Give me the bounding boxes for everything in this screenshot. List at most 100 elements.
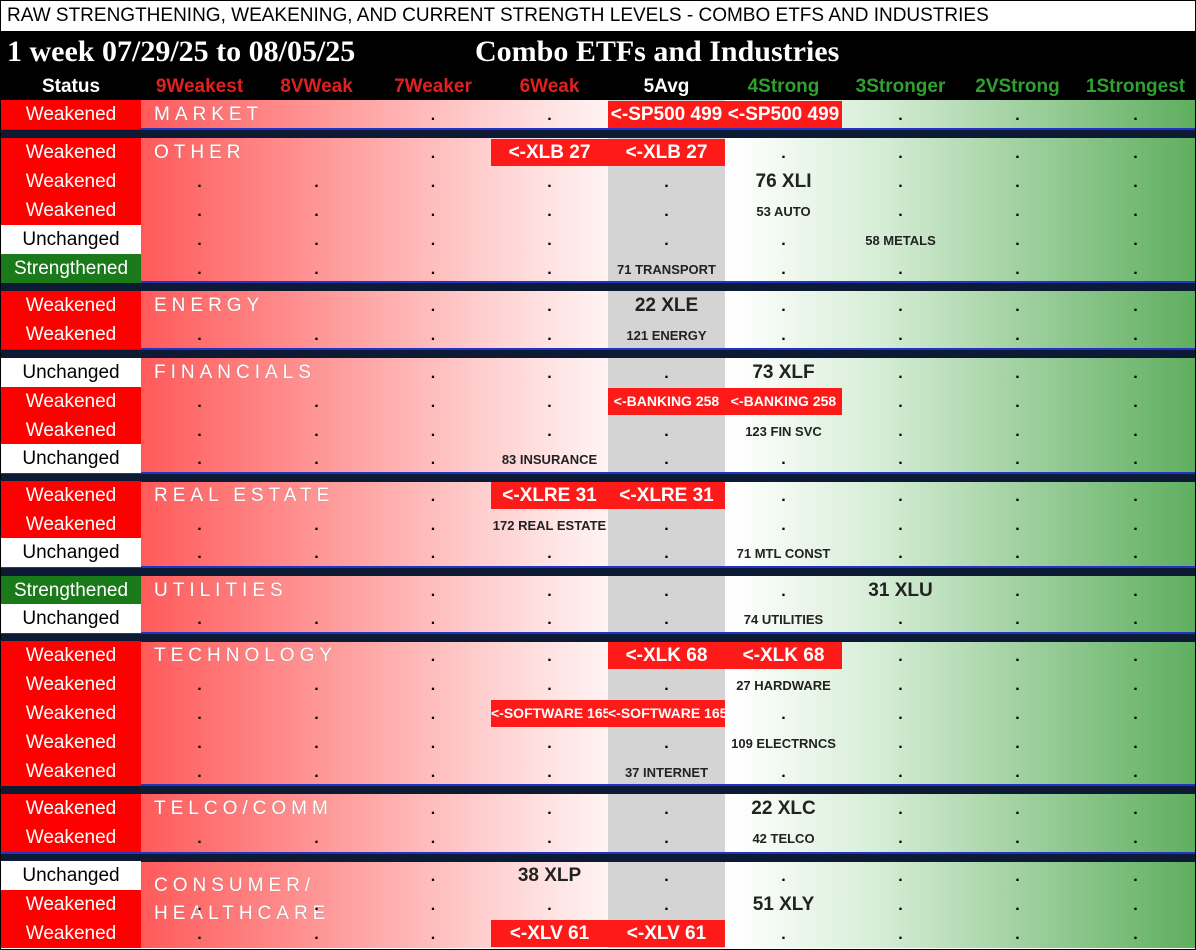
empty-marker: .: [430, 517, 436, 534]
empty-marker: .: [1133, 926, 1138, 943]
empty-marker: .: [1015, 327, 1020, 344]
empty-marker: .: [664, 365, 669, 382]
empty-marker: .: [664, 174, 669, 191]
empty-marker: .: [197, 517, 202, 534]
empty-marker: .: [1015, 423, 1020, 440]
empty-marker: .: [197, 174, 202, 191]
empty-marker: .: [664, 517, 669, 534]
empty-marker: .: [547, 545, 552, 562]
empty-marker: .: [898, 677, 903, 694]
status-cell: Weakened: [1, 196, 141, 225]
empty-marker: .: [781, 145, 786, 162]
status-cell: Weakened: [1, 387, 141, 416]
empty-marker: .: [314, 327, 319, 344]
status-cell: Unchanged: [1, 358, 141, 387]
empty-marker: .: [898, 897, 903, 914]
empty-marker: .: [1133, 232, 1138, 249]
empty-marker: .: [1133, 764, 1138, 781]
moved-item-label: <-SOFTWARE 165: [608, 700, 727, 727]
moved-item-label: <-XLB 27: [491, 139, 608, 166]
empty-marker: .: [197, 451, 202, 468]
empty-marker: .: [898, 611, 903, 628]
moved-item-label: <-XLV 61: [608, 920, 725, 947]
empty-marker: .: [197, 232, 202, 249]
empty-marker: .: [430, 423, 436, 440]
empty-marker: .: [898, 764, 903, 781]
empty-marker: .: [1015, 677, 1020, 694]
section-separator: [1, 472, 1195, 482]
empty-marker: .: [1015, 107, 1020, 124]
empty-marker: .: [197, 677, 202, 694]
period-label: 1 week 07/29/25 to 08/05/25: [7, 35, 356, 68]
empty-marker: .: [197, 611, 202, 628]
empty-marker: .: [430, 327, 436, 344]
empty-marker: .: [1133, 583, 1138, 600]
empty-marker: .: [1133, 327, 1138, 344]
section-label: OTHER: [154, 142, 246, 163]
empty-marker: .: [547, 764, 552, 781]
empty-marker: .: [547, 830, 552, 847]
status-cell: Unchanged: [1, 225, 141, 254]
empty-marker: .: [781, 583, 786, 600]
empty-marker: .: [430, 365, 436, 382]
empty-marker: .: [898, 648, 903, 665]
empty-marker: .: [314, 677, 319, 694]
empty-marker: .: [1015, 801, 1020, 818]
section-separator: [1, 566, 1195, 576]
empty-marker: .: [547, 611, 552, 628]
section-separator: [1, 632, 1195, 642]
industry-label: 42 TELCO: [752, 831, 815, 846]
empty-marker: .: [898, 488, 903, 505]
section-separator: [1, 281, 1195, 291]
industry-label: 83 INSURANCE: [501, 452, 598, 467]
status-cell: Weakened: [1, 481, 141, 510]
empty-marker: .: [898, 926, 903, 943]
empty-marker: .: [1015, 394, 1020, 411]
moved-item-label: <-XLRE 31: [491, 482, 608, 509]
empty-marker: .: [430, 261, 436, 278]
title-bar: 1 week 07/29/25 to 08/05/25 Combo ETFs a…: [1, 31, 1195, 73]
etf-label: 31 XLU: [868, 580, 933, 601]
status-cell: Strengthened: [1, 576, 141, 605]
status-cell: Weakened: [1, 100, 141, 129]
empty-marker: .: [197, 545, 202, 562]
empty-marker: .: [1133, 145, 1138, 162]
empty-marker: .: [1133, 203, 1138, 220]
status-cell: Weakened: [1, 641, 141, 670]
empty-marker: .: [898, 203, 903, 220]
empty-marker: .: [430, 735, 436, 752]
empty-marker: .: [898, 394, 903, 411]
status-cell: Unchanged: [1, 861, 141, 890]
empty-marker: .: [1015, 145, 1020, 162]
column-header: 4Strong: [725, 73, 842, 100]
empty-marker: .: [197, 926, 202, 943]
empty-marker: .: [314, 394, 319, 411]
industry-label: 172 REAL ESTATE: [492, 518, 607, 533]
empty-marker: .: [1133, 423, 1138, 440]
empty-marker: .: [547, 365, 552, 382]
empty-marker: .: [898, 735, 903, 752]
moved-item-label: <-XLV 61: [491, 920, 608, 947]
status-cell: Weakened: [1, 757, 141, 786]
empty-marker: .: [430, 677, 436, 694]
empty-marker: .: [781, 764, 786, 781]
empty-marker: .: [1133, 298, 1138, 315]
empty-marker: .: [1133, 174, 1138, 191]
empty-marker: .: [197, 706, 202, 723]
moved-item-label: <-XLK 68: [608, 642, 725, 669]
moved-item-label: <-SOFTWARE 165: [491, 700, 610, 727]
chart-title: Combo ETFs and Industries: [475, 35, 840, 68]
empty-marker: .: [1015, 517, 1020, 534]
column-header: 9Weakest: [141, 73, 258, 100]
etf-label: 73 XLF: [752, 362, 815, 383]
status-cell: Weakened: [1, 728, 141, 757]
section-separator: [1, 852, 1195, 862]
empty-marker: .: [430, 764, 436, 781]
empty-marker: .: [1015, 298, 1020, 315]
etf-label: 76 XLI: [755, 171, 812, 192]
empty-marker: .: [1133, 830, 1138, 847]
status-cell: Weakened: [1, 138, 141, 167]
column-header: 8VWeak: [258, 73, 375, 100]
empty-marker: .: [314, 926, 319, 943]
status-cell: Unchanged: [1, 444, 141, 473]
